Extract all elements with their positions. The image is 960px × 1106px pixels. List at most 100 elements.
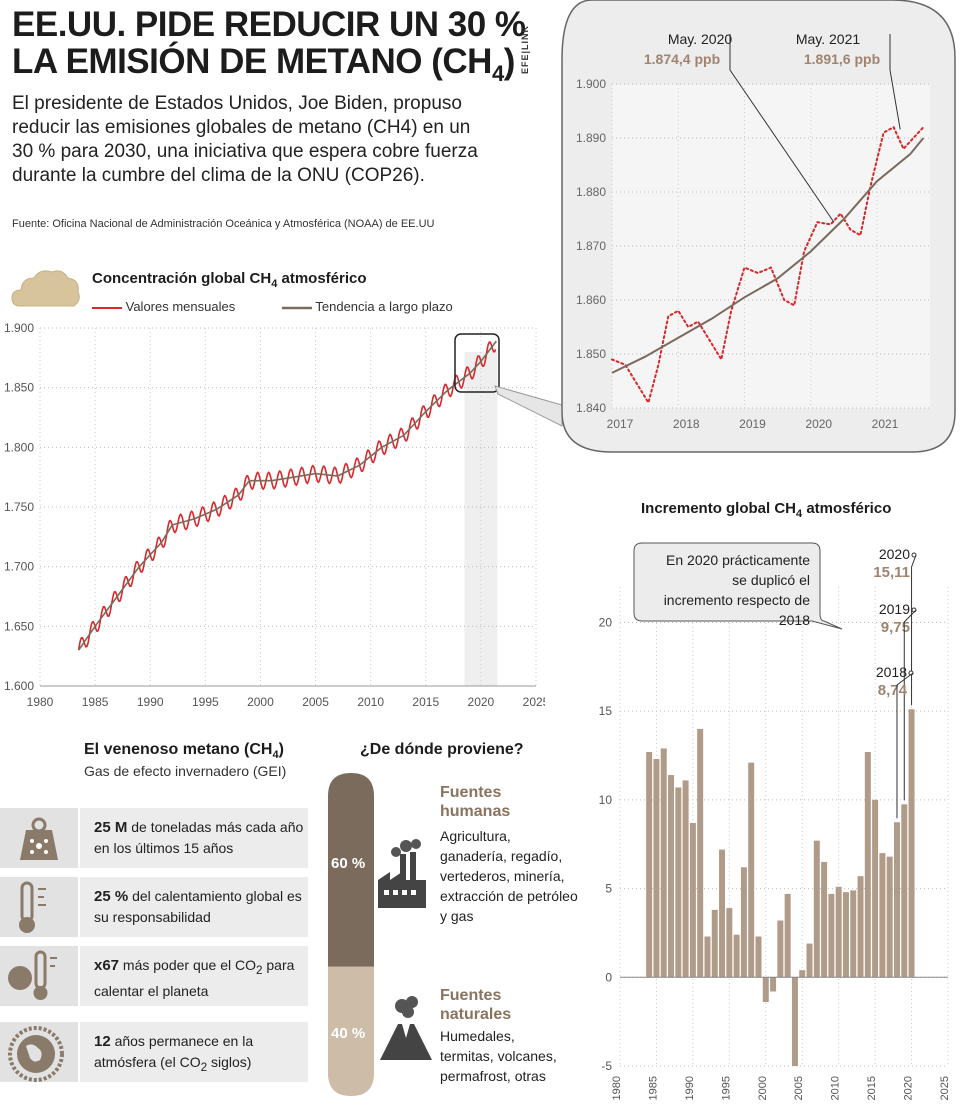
bar-x-tick-label: 2025 bbox=[939, 1076, 951, 1100]
bar bbox=[740, 867, 747, 978]
fact-icon-box-2 bbox=[0, 877, 78, 937]
bar-x-tick-label: 2015 bbox=[866, 1076, 878, 1100]
zoom-y-tick-label: 1.840 bbox=[576, 401, 606, 415]
facts-title: El venenoso metano (CH4) bbox=[84, 741, 284, 762]
bar bbox=[821, 861, 828, 978]
y-tick-label: 1.900 bbox=[4, 321, 34, 335]
y-tick-label: 1.700 bbox=[4, 560, 34, 574]
weight-icon bbox=[20, 817, 58, 860]
bar bbox=[813, 840, 820, 978]
bar bbox=[777, 920, 784, 978]
legend-trend: Tendencia a largo plazo bbox=[282, 299, 453, 314]
bar bbox=[770, 977, 777, 992]
concentration-chart-title: Concentración global CH4 atmosférico bbox=[92, 270, 367, 290]
zoom-trend-line bbox=[611, 137, 925, 374]
page-title: EE.UU. PIDE REDUCIR UN 30 % LA EMISIÓN D… bbox=[12, 6, 526, 92]
x-tick-label: 2005 bbox=[302, 695, 329, 709]
callout-text: En 2020 prácticamente se duplicó el increm… bbox=[664, 552, 811, 628]
bar bbox=[682, 780, 689, 978]
callout-box bbox=[633, 542, 843, 630]
human-sources-title: Fuentes humanas bbox=[440, 784, 511, 820]
zoom-x-tick-label: 2020 bbox=[805, 417, 832, 431]
x-tick-label: 1995 bbox=[192, 695, 219, 709]
bar bbox=[762, 977, 769, 1003]
zoom-x-tick-label: 2021 bbox=[872, 417, 899, 431]
bar-annotation-year: 2019 bbox=[879, 601, 910, 617]
bar bbox=[842, 892, 849, 978]
sources-pill bbox=[328, 773, 374, 1096]
x-tick-label: 2010 bbox=[357, 695, 384, 709]
zoom-x-tick-label: 2017 bbox=[607, 417, 634, 431]
zoom-y-tick-label: 1.860 bbox=[576, 293, 606, 307]
bar-x-tick-label: 1995 bbox=[720, 1076, 732, 1100]
bar bbox=[733, 934, 740, 978]
bar-annotation-leader bbox=[896, 672, 914, 819]
x-tick-label: 2020 bbox=[468, 695, 495, 709]
bar-x-tick-label: 1990 bbox=[684, 1076, 696, 1100]
bar bbox=[675, 787, 682, 978]
sources-title: ¿De dónde proviene? bbox=[360, 741, 524, 758]
x-tick-label: 1980 bbox=[27, 695, 54, 709]
bar-x-tick-label: 2010 bbox=[830, 1076, 842, 1100]
monthly-values-line bbox=[77, 341, 497, 651]
bar bbox=[689, 822, 696, 978]
bar bbox=[755, 936, 762, 978]
natural-percent: 40 % bbox=[331, 1025, 366, 1042]
human-share-segment bbox=[328, 773, 374, 967]
y-tick-label: 1.650 bbox=[4, 619, 34, 633]
bar bbox=[668, 775, 675, 978]
x-tick-label: 2015 bbox=[412, 695, 439, 709]
x-tick-label: 2025 bbox=[523, 695, 545, 709]
fact-4: 12 años permanece en la atmósfera (el CO… bbox=[80, 1022, 308, 1082]
bar-x-tick-label: 2020 bbox=[903, 1076, 915, 1100]
bar-x-tick-label: 2005 bbox=[793, 1076, 805, 1100]
fact-3: x67 más poder que el CO2 para calentar e… bbox=[80, 946, 308, 1006]
concentration-chart: 1.600 1.650 1.700 1.750 1.800 1.850 1.900 1980 1… bbox=[4, 321, 545, 709]
natural-sources-title: Fuentes naturales bbox=[440, 987, 512, 1023]
x-tick-label: 1990 bbox=[137, 695, 164, 709]
bar bbox=[653, 759, 660, 978]
bar bbox=[646, 751, 653, 978]
zoom-connector bbox=[494, 385, 563, 427]
zoom-y-tick-label: 1.890 bbox=[576, 131, 606, 145]
bar-annotation-leader bbox=[911, 554, 917, 706]
bar-y-tick-label: -5 bbox=[601, 1059, 612, 1073]
human-percent: 60 % bbox=[331, 855, 366, 872]
natural-sources-text: Humedales, termitas, volcanes, permafros… bbox=[440, 1028, 557, 1084]
human-sources-text: Agricultura, ganadería, regadío, vertede… bbox=[440, 828, 578, 924]
bar bbox=[791, 977, 798, 1066]
y-tick-label: 1.600 bbox=[4, 679, 34, 693]
zoom-x-tick-label: 2019 bbox=[739, 417, 766, 431]
bar-annotation-value: 8,74 bbox=[878, 682, 908, 699]
bar bbox=[660, 748, 667, 978]
zoom-y-tick-label: 1.880 bbox=[576, 185, 606, 199]
thermometer-icon bbox=[19, 881, 46, 933]
bar bbox=[697, 728, 704, 978]
bar-x-tick-label: 2000 bbox=[757, 1076, 769, 1100]
globe-thermometer-icon bbox=[8, 950, 57, 1000]
y-tick-label: 1.850 bbox=[4, 381, 34, 395]
increment-chart-title: Incremento global CH4 atmosférico bbox=[641, 500, 892, 520]
bar-annotation-year: 2018 bbox=[876, 664, 907, 680]
zoom-monthly-line bbox=[611, 125, 925, 406]
fact-1: 25 M de toneladas más cada año en los úl… bbox=[80, 808, 308, 868]
annotation-label: May. 2020 bbox=[668, 31, 733, 47]
zoom-y-tick-label: 1.900 bbox=[576, 77, 606, 91]
bar bbox=[886, 856, 893, 978]
bar-y-tick-label: 0 bbox=[605, 970, 612, 984]
bar-y-tick-label: 20 bbox=[599, 615, 613, 629]
bar bbox=[711, 909, 718, 978]
zoom-x-tick-label: 2018 bbox=[673, 417, 700, 431]
bar bbox=[908, 709, 915, 978]
bar-annotation-value: 9,75 bbox=[881, 619, 910, 636]
zoom-y-tick-label: 1.850 bbox=[576, 347, 606, 361]
bar bbox=[850, 890, 857, 978]
bar bbox=[828, 893, 835, 978]
bar bbox=[872, 799, 879, 978]
x-tick-label: 1985 bbox=[82, 695, 109, 709]
bar bbox=[864, 751, 871, 978]
bar bbox=[719, 849, 726, 978]
bar-x-tick-label: 1980 bbox=[611, 1076, 623, 1100]
bar bbox=[726, 908, 733, 978]
title-line-1: EE.UU. PIDE REDUCIR UN 30 % bbox=[12, 5, 526, 44]
